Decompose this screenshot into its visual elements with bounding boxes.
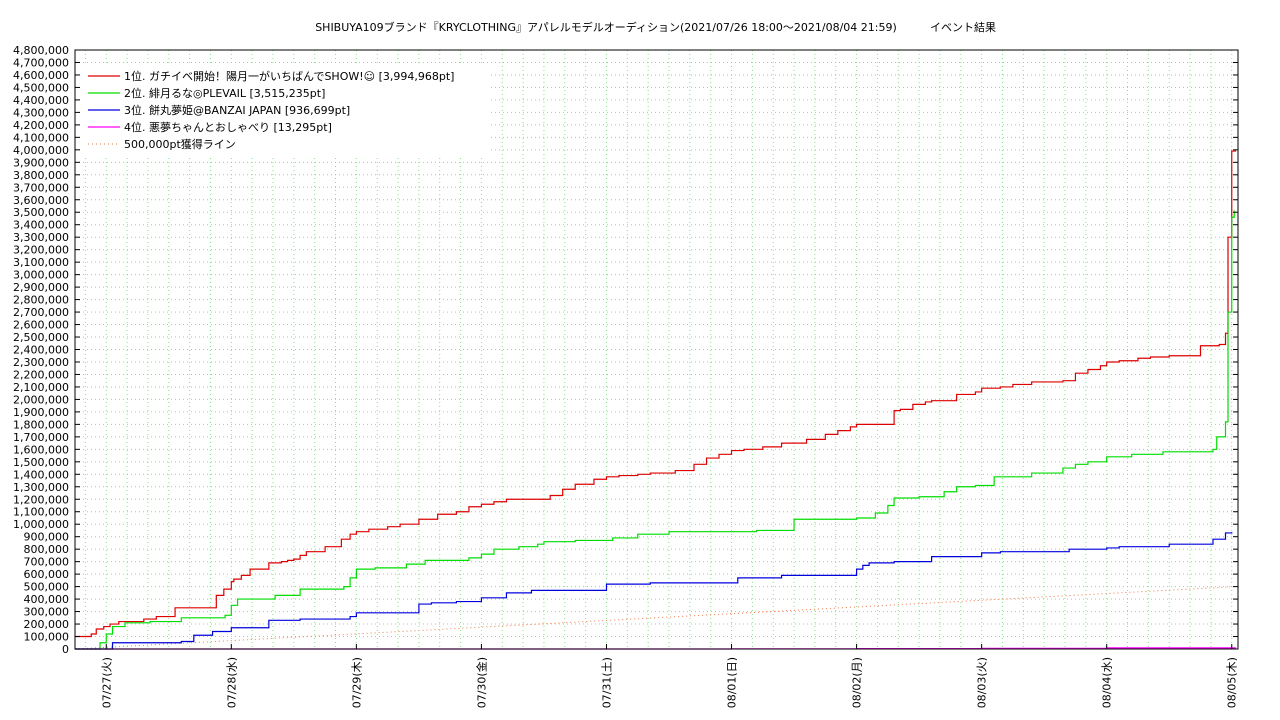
y-tick-label: 4,100,000 [13,131,69,144]
y-tick-label: 1,800,000 [13,418,69,431]
y-tick-label: 900,000 [24,531,70,544]
y-tick-label: 2,200,000 [13,368,69,381]
y-tick-label: 2,300,000 [13,356,69,369]
y-tick-label: 3,800,000 [13,169,69,182]
y-tick-label: 2,000,000 [13,393,69,406]
series-line-1 [75,150,1237,638]
y-tick-label: 1,200,000 [13,493,69,506]
y-axis: 0100,000200,000300,000400,000500,000600,… [13,44,1238,656]
y-tick-label: 2,800,000 [13,294,69,307]
y-tick-label: 500,000 [24,581,70,594]
y-tick-label: 4,700,000 [13,56,69,69]
y-tick-label: 4,000,000 [13,144,69,157]
y-tick-label: 4,600,000 [13,69,69,82]
reference-line [74,586,1236,650]
x-tick-label: 07/31(土) [600,657,613,708]
y-tick-label: 3,100,000 [13,256,69,269]
y-tick-label: 2,500,000 [13,331,69,344]
y-tick-label: 2,700,000 [13,306,69,319]
y-tick-label: 3,700,000 [13,181,69,194]
chart-title: SHIBUYA109ブランド『KRYCLOTHING』アパレルモデルオーディショ… [315,20,897,34]
legend-label-4: 4位. 悪夢ちゃんとおしゃべり [13,295pt] [124,120,332,134]
y-tick-label: 4,300,000 [13,106,69,119]
x-tick-label: 08/01(日) [726,657,739,708]
legend-label-1: 1位. ガチイベ開始！陽月一がいちばんでSHOW!☺ [3,994,968pt] [124,69,454,83]
y-tick-label: 700,000 [24,556,70,569]
y-tick-label: 4,800,000 [13,44,69,57]
y-tick-label: 4,500,000 [13,81,69,94]
legend-label-3: 3位. 餅丸夢姫@BANZAI JAPAN [936,699pt] [124,103,350,117]
y-tick-label: 2,900,000 [13,281,69,294]
x-tick-label: 08/04(水) [1101,657,1114,708]
y-tick-label: 400,000 [24,593,70,606]
x-tick-label: 07/29(木) [350,657,363,708]
x-tick-label: 08/05(木) [1226,657,1239,708]
reference-lines [74,586,1236,650]
y-tick-label: 1,100,000 [13,506,69,519]
legend-background [80,63,488,155]
y-tick-label: 1,000,000 [13,518,69,531]
y-tick-label: 300,000 [24,606,70,619]
y-tick-label: 4,200,000 [13,119,69,132]
y-tick-label: 2,600,000 [13,319,69,332]
y-tick-label: 1,300,000 [13,481,69,494]
y-tick-label: 100,000 [24,631,70,644]
legend-label-5: 500,000pt獲得ライン [124,138,236,151]
y-tick-label: 200,000 [24,618,70,631]
y-tick-label: 4,400,000 [13,94,69,107]
legend-label-2: 2位. 緋月るな◎PLEVAIL [3,515,235pt] [124,86,325,100]
x-tick-label: 07/27(火) [100,657,113,708]
y-tick-label: 1,400,000 [13,468,69,481]
y-tick-label: 3,600,000 [13,194,69,207]
y-tick-label: 1,500,000 [13,456,69,469]
y-tick-label: 1,900,000 [13,406,69,419]
y-tick-label: 2,400,000 [13,344,69,357]
x-tick-label: 08/03(火) [976,657,989,708]
x-axis: 07/27(火) 07/28(水) 07/29(木) 07/30(金) 07/31(土)… [100,644,1239,708]
y-tick-label: 3,400,000 [13,219,69,232]
y-tick-label: 3,300,000 [13,231,69,244]
series-line-2 [75,210,1235,650]
chart-subtitle: イベント結果 [930,20,996,34]
x-tick-label: 07/28(水) [225,657,238,708]
legend: 1位. ガチイベ開始！陽月一がいちばんでSHOW!☺ [3,994,968pt]… [80,63,488,155]
y-tick-label: 3,900,000 [13,156,69,169]
y-tick-label: 3,500,000 [13,206,69,219]
series-line-3 [75,532,1233,650]
y-tick-label: 3,200,000 [13,244,69,257]
y-tick-label: 1,600,000 [13,443,69,456]
y-tick-label: 2,100,000 [13,381,69,394]
y-tick-label: 800,000 [24,543,70,556]
y-tick-label: 600,000 [24,568,70,581]
x-tick-label: 07/30(金) [474,657,488,708]
y-tick-label: 0 [62,643,69,656]
y-tick-label: 3,000,000 [13,269,69,282]
y-tick-label: 1,700,000 [13,431,69,444]
x-tick-label: 08/02(月) [851,657,864,708]
